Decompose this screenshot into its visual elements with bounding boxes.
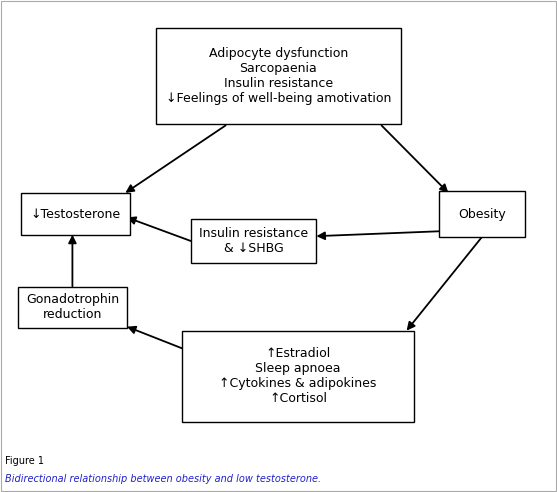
- Text: Figure 1: Figure 1: [5, 456, 44, 466]
- Text: ↑Estradiol
Sleep apnoea
↑Cytokines & adipokines
↑Cortisol: ↑Estradiol Sleep apnoea ↑Cytokines & adi…: [219, 347, 377, 405]
- Text: Gonadotrophin
reduction: Gonadotrophin reduction: [26, 294, 119, 321]
- FancyBboxPatch shape: [190, 219, 316, 263]
- Text: Adipocyte dysfunction
Sarcopaenia
Insulin resistance
↓Feelings of well-being amo: Adipocyte dysfunction Sarcopaenia Insuli…: [166, 47, 391, 105]
- Text: ↓Testosterone: ↓Testosterone: [30, 208, 120, 220]
- FancyBboxPatch shape: [183, 331, 413, 422]
- Text: Bidirectional relationship between obesity and low testosterone.: Bidirectional relationship between obesi…: [5, 474, 321, 484]
- FancyBboxPatch shape: [156, 28, 401, 124]
- FancyBboxPatch shape: [439, 190, 525, 238]
- Text: Insulin resistance
& ↓SHBG: Insulin resistance & ↓SHBG: [199, 227, 308, 255]
- Text: Obesity: Obesity: [458, 208, 506, 220]
- FancyBboxPatch shape: [21, 193, 129, 235]
- FancyBboxPatch shape: [18, 286, 127, 329]
